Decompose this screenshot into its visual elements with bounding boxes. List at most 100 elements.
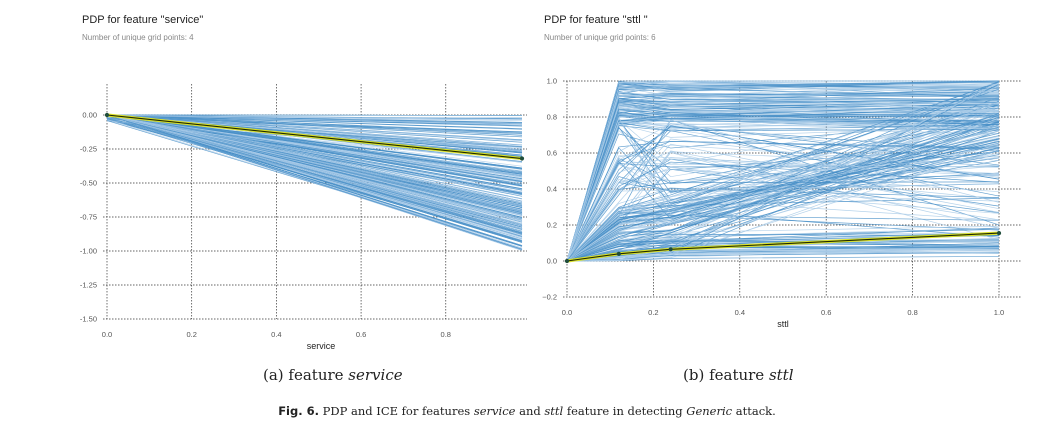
ice-curve: [106, 114, 523, 213]
y-tick-label: 0.4: [547, 185, 557, 194]
x-axis-label: sttl: [777, 319, 789, 329]
pdp-point: [668, 247, 673, 252]
ice-curves: [566, 80, 1000, 262]
ice-curve: [106, 114, 523, 218]
subcaption-prefix: (a) feature: [263, 366, 349, 384]
chart-subtitle: Number of unique grid points: 6: [544, 33, 656, 42]
ice-curve: [106, 120, 523, 247]
y-tick-label: 0.0: [547, 257, 557, 266]
chart-title: PDP for feature "service": [82, 14, 204, 26]
y-tick-label: −0.2: [542, 293, 557, 302]
pdp-point: [519, 156, 525, 161]
x-tick-label: 0.2: [186, 330, 196, 339]
ice-curve: [566, 234, 1000, 262]
caption-text: PDP and ICE for features: [318, 404, 474, 418]
caption-text: attack.: [732, 404, 776, 418]
subcaption-variable: service: [348, 366, 403, 384]
ice-curve: [566, 119, 1000, 262]
y-tick-label: 1.0: [547, 77, 557, 86]
panel-service: PDP for feature "service" Number of uniq…: [0, 0, 527, 360]
chart-sttl: 0.0 0.2 0.4 0.6 0.8 1.0 1.0 0.8 0.6 0.4 0.2 0.0 −0.2…: [542, 77, 1021, 329]
ice-curve: [106, 114, 523, 230]
y-tick-label: -1.50: [80, 315, 97, 324]
pdp-line: [106, 114, 523, 160]
y-tick-label: -0.25: [80, 145, 97, 154]
y-tick-label: -0.75: [80, 213, 97, 222]
pdp-point: [564, 258, 570, 264]
x-tick-label: 0.6: [821, 308, 831, 317]
ice-curve: [106, 114, 523, 196]
subcaption-variable: sttl: [768, 366, 794, 384]
ice-curve: [566, 138, 1000, 262]
ice-curve: [566, 149, 1000, 262]
pdp-point: [616, 251, 621, 256]
y-tick-label: 0.2: [547, 221, 557, 230]
ice-curve: [106, 114, 523, 121]
caption-label: Fig. 6.: [278, 404, 319, 418]
caption-var: service: [473, 404, 516, 418]
subcaption-a: (a) feature service: [263, 366, 403, 384]
ice-curve: [566, 140, 1000, 262]
chart-title: PDP for feature "sttl ": [544, 14, 648, 26]
ice-curve: [106, 114, 523, 226]
pdp-point: [104, 112, 110, 118]
panel-sttl: PDP for feature "sttl " Number of unique…: [527, 0, 1054, 360]
pdp-point: [996, 231, 1002, 236]
caption-var: sttl: [544, 404, 564, 418]
ice-curve: [566, 125, 1000, 262]
ice-curve: [106, 114, 523, 143]
ice-curve: [566, 155, 1000, 262]
ice-curve: [106, 114, 523, 215]
ice-curve: [566, 155, 1000, 262]
ice-curve: [566, 80, 1000, 262]
caption-text: feature in detecting: [563, 404, 687, 418]
ice-curve: [566, 81, 1000, 262]
ice-curve: [566, 249, 1000, 262]
ice-curve: [106, 114, 523, 234]
ice-curve: [566, 181, 1000, 262]
ice-curve: [566, 83, 1000, 262]
ice-curve: [106, 114, 523, 238]
ice-curve: [106, 114, 523, 175]
ice-curve: [566, 105, 1000, 262]
ice-curve: [566, 97, 1000, 262]
x-axis-label: service: [307, 341, 336, 351]
ice-curve: [566, 150, 1000, 262]
y-tick-label: -1.00: [80, 247, 97, 256]
ice-curve: [566, 140, 1000, 262]
ice-curve: [106, 114, 523, 130]
ice-curve: [566, 112, 1000, 262]
ice-curve: [106, 114, 523, 170]
ice-curve: [566, 101, 1000, 262]
ice-curve: [566, 141, 1000, 262]
pdp-line: [566, 232, 1000, 262]
ice-curve: [106, 114, 523, 223]
ice-curve: [106, 114, 523, 183]
ice-curve: [566, 123, 1000, 262]
ice-curve: [566, 233, 1000, 262]
ice-curve: [106, 114, 523, 208]
ice-curve: [566, 132, 1000, 262]
ice-curve: [106, 114, 523, 250]
ice-curve: [106, 114, 523, 178]
ice-curve: [106, 114, 523, 242]
ice-curve: [106, 114, 523, 149]
ice-curve: [566, 108, 1000, 262]
ice-curve: [566, 116, 1000, 262]
ice-curve: [106, 114, 523, 190]
x-tick-label: 0.2: [648, 308, 658, 317]
caption-var: Generic: [686, 404, 733, 418]
ice-curve: [566, 247, 1000, 262]
x-tick-label: 0.8: [441, 330, 451, 339]
ice-curve: [566, 168, 1000, 262]
ice-curve: [566, 127, 1000, 262]
ice-curve: [106, 115, 523, 135]
ice-curve: [566, 146, 1000, 262]
caption-text: and: [515, 404, 545, 418]
chart-service: 0.0 0.2 0.4 0.6 0.8 0.00 -0.25 -0.50 -0.75 -1.00 -…: [80, 84, 527, 351]
y-tick-label: 0.8: [547, 113, 557, 122]
x-tick-label: 1.0: [994, 308, 1004, 317]
y-tick-label: 0.6: [547, 149, 557, 158]
ice-curve: [106, 114, 523, 187]
ice-curve: [106, 114, 523, 246]
